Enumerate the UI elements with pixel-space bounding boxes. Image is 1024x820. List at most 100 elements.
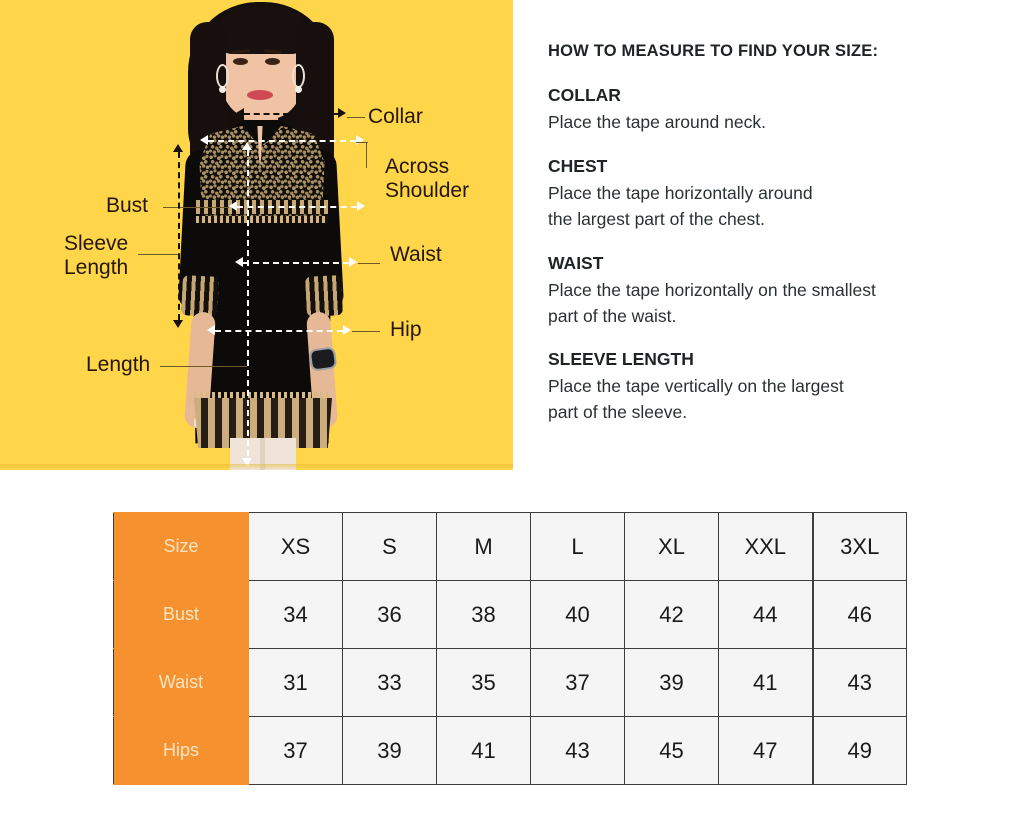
label-across-shoulder: Across Shoulder [385, 155, 470, 202]
hips-xxl: 47 [718, 716, 813, 785]
model-eye-left [233, 58, 248, 65]
table-row: Bust 34 36 38 40 42 44 46 [113, 580, 907, 649]
waist-guide-line [243, 262, 349, 264]
sleeve-length-arrow-down [173, 320, 183, 328]
instruction-heading-sleeve-length: SLEEVE LENGTH [548, 349, 694, 370]
bust-guide-line [237, 206, 357, 208]
waist-arrow-right [349, 257, 357, 267]
model-hair-front [216, 6, 308, 54]
length-arrow-down [242, 458, 252, 466]
size-header-3xl: 3XL [811, 512, 907, 581]
instruction-block-sleeve-length: SLEEVE LENGTH Place the tape vertically … [548, 349, 1000, 426]
across-shoulder-leader [356, 142, 368, 143]
sleeve-length-arrow-up [173, 144, 183, 152]
hip-leader [352, 331, 380, 332]
length-guide-line [247, 150, 249, 466]
hips-l: 43 [530, 716, 625, 785]
hips-s: 39 [342, 716, 437, 785]
waist-xs: 31 [248, 648, 343, 717]
earring-left-icon [216, 64, 229, 88]
instruction-heading-collar: COLLAR [548, 85, 621, 105]
across-shoulder-guide-line [208, 140, 356, 142]
collar-guide-line [244, 113, 338, 115]
sleeve-length-leader [138, 254, 178, 255]
length-leader [160, 366, 247, 367]
instruction-body-collar: Place the tape around neck. [548, 112, 766, 132]
waist-m: 35 [436, 648, 531, 717]
kurti-waist-band-2 [196, 216, 328, 223]
how-to-measure-title: HOW TO MEASURE TO FIND YOUR SIZE: [548, 42, 879, 60]
size-chart-body: Size XS S M L XL XXL 3XL Bust 34 36 38 4… [113, 512, 907, 785]
waist-xxl: 41 [718, 648, 813, 717]
model-lips [247, 90, 273, 100]
collar-leader [347, 117, 365, 118]
size-header-s: S [342, 512, 437, 581]
bust-3xl: 46 [811, 580, 907, 649]
model-legs-split [260, 438, 265, 470]
label-waist: Waist [390, 243, 442, 266]
bust-m: 38 [436, 580, 531, 649]
instruction-block-waist: WAIST Place the tape horizontally on the… [548, 253, 1000, 330]
waist-s: 33 [342, 648, 437, 717]
waist-leader [358, 263, 380, 264]
bust-l: 40 [530, 580, 625, 649]
bust-arrow-right [357, 201, 365, 211]
table-row: Hips 37 39 41 43 45 47 49 [113, 716, 907, 785]
hips-xs: 37 [248, 716, 343, 785]
instruction-body-sleeve-length: Place the tape vertically on the largest… [548, 376, 844, 423]
kurti-hem-dots [194, 392, 332, 400]
hip-arrow-left [207, 325, 215, 335]
sleeve-length-guide-line [178, 152, 180, 320]
size-header-xxl: XXL [718, 512, 813, 581]
kurti-cuff-right [304, 275, 344, 317]
label-collar: Collar [368, 105, 423, 128]
across-shoulder-arrow-left [200, 135, 208, 145]
label-sleeve-length: Sleeve Length [64, 232, 129, 279]
instruction-block-chest: CHEST Place the tape horizontally around… [548, 156, 1000, 233]
row-header-size: Size [113, 512, 249, 581]
instruction-block-collar: COLLAR Place the tape around neck. [548, 85, 1000, 136]
hips-xl: 45 [624, 716, 719, 785]
instruction-heading-chest: CHEST [548, 155, 608, 176]
earring-right-icon [292, 64, 305, 88]
how-to-measure-section: HOW TO MEASURE TO FIND YOUR SIZE: COLLAR… [548, 42, 1000, 426]
kurti-cuff-left [180, 275, 220, 317]
row-header-waist: Waist [113, 648, 249, 717]
earring-right-bead [295, 86, 302, 93]
size-chart-table: Size XS S M L XL XXL 3XL Bust 34 36 38 4… [113, 512, 907, 785]
waist-l: 37 [530, 648, 625, 717]
label-bust: Bust [106, 194, 149, 217]
waist-xl: 39 [624, 648, 719, 717]
bust-leader [163, 207, 229, 208]
row-header-hips: Hips [113, 716, 249, 785]
hips-3xl: 49 [811, 716, 907, 785]
wrist-watch [308, 346, 338, 372]
across-shoulder-leader-vertical [366, 142, 367, 168]
table-row: Size XS S M L XL XXL 3XL [113, 512, 907, 581]
label-hip: Hip [390, 318, 422, 341]
hips-m: 41 [436, 716, 531, 785]
label-length: Length [86, 353, 151, 376]
hip-guide-line [215, 330, 343, 332]
waist-3xl: 43 [811, 648, 907, 717]
waist-arrow-left [235, 257, 243, 267]
instruction-body-chest: Place the tape horizontally around the l… [548, 182, 813, 229]
size-header-xl: XL [624, 512, 719, 581]
kurti-neck-slit [257, 126, 263, 168]
measurement-diagram-panel: Collar Across Shoulder Bust Sleeve Lengt… [0, 0, 513, 470]
instruction-body-waist: Place the tape horizontally on the small… [548, 279, 876, 326]
model-eye-right [265, 58, 280, 65]
bust-xl: 42 [624, 580, 719, 649]
length-arrow-up [242, 142, 252, 150]
size-header-l: L [530, 512, 625, 581]
earring-left-bead [219, 86, 226, 93]
bust-xs: 34 [248, 580, 343, 649]
row-header-bust: Bust [113, 580, 249, 649]
table-row: Waist 31 33 35 37 39 41 43 [113, 648, 907, 717]
instruction-heading-waist: WAIST [548, 252, 604, 273]
bust-xxl: 44 [718, 580, 813, 649]
size-header-xs: XS [248, 512, 343, 581]
size-header-m: M [436, 512, 531, 581]
model-photo [160, 0, 360, 470]
